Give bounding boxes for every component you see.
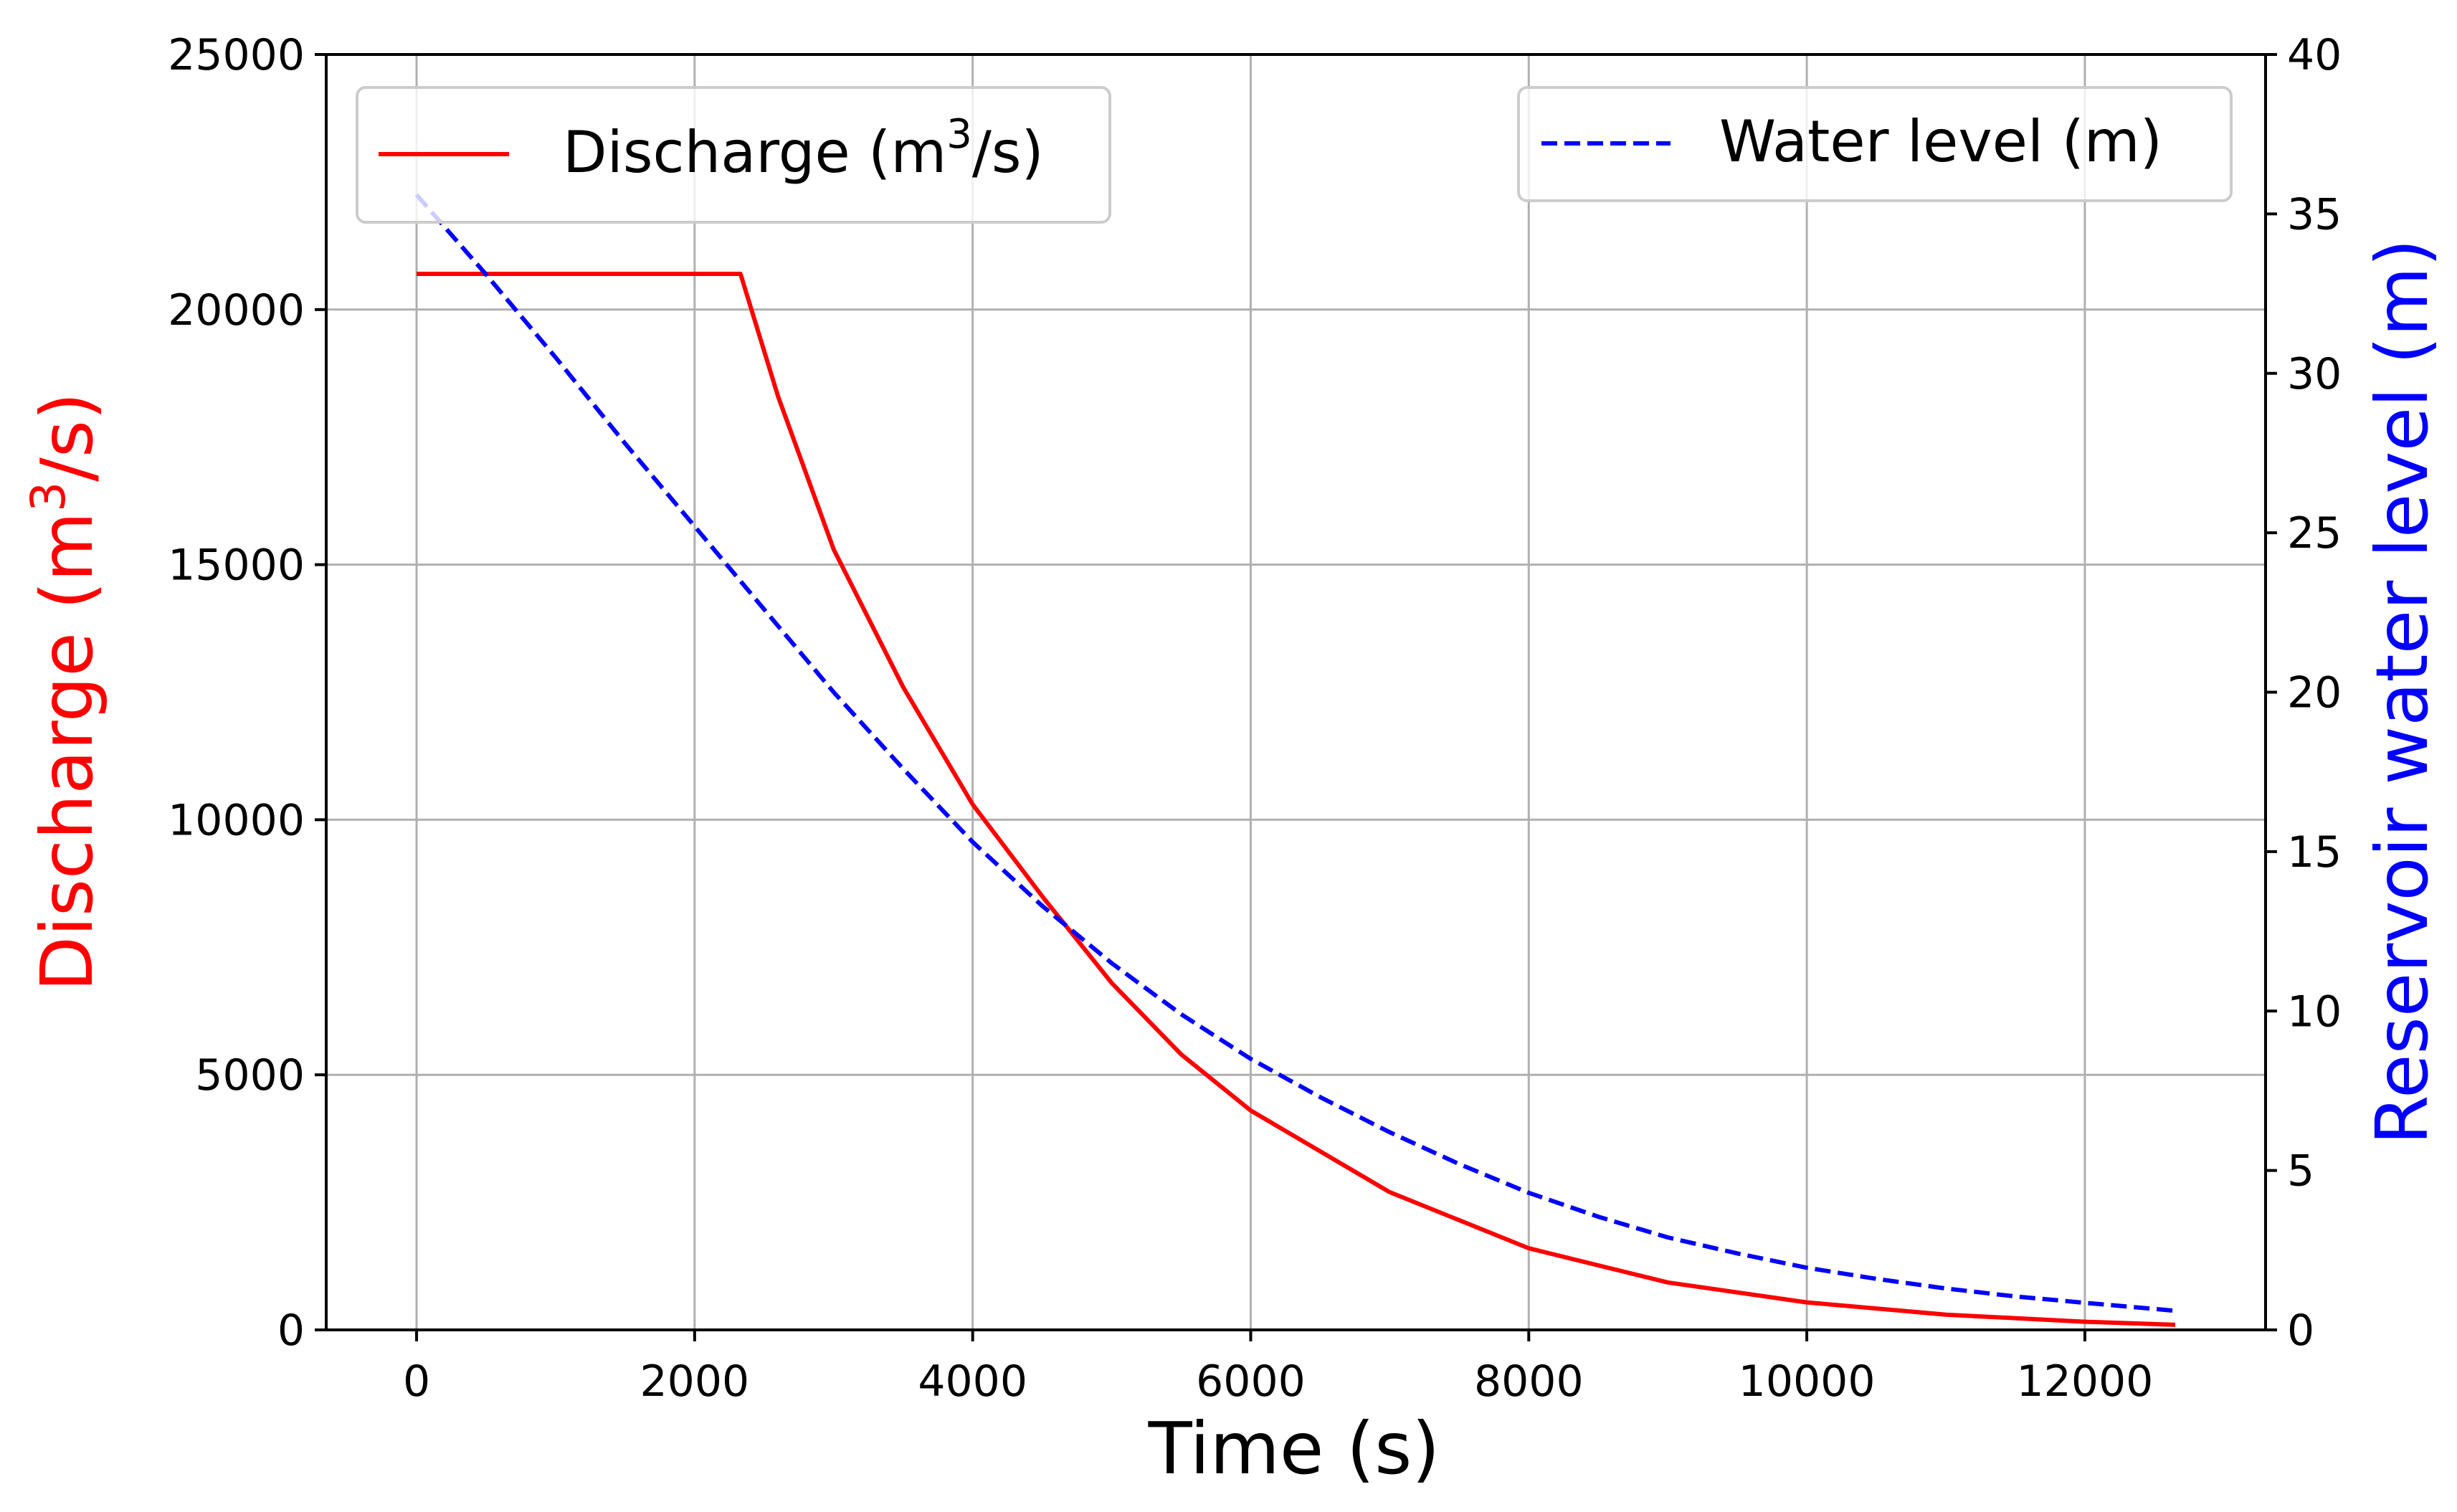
x-axis: 0 2000 4000 6000 8000 10000 12000 [403, 1330, 2153, 1407]
series-line-discharge [417, 272, 2176, 1327]
y-axis-left-title-suffix: /s) [25, 392, 109, 482]
x-tick-label: 8000 [1474, 1356, 1584, 1407]
y-axis-right-title: Reservoir water level (m) [2360, 239, 2444, 1145]
y-left-tick-label: 10000 [168, 795, 305, 845]
legend-water-level-label: Water level (m) [1719, 108, 2162, 175]
series-line-water-level [414, 193, 2176, 1313]
y-right-tick-label: 15 [2287, 827, 2342, 878]
x-tick-label: 6000 [1196, 1356, 1306, 1407]
y-left-tick-label: 25000 [168, 30, 305, 80]
y-right-tick-label: 40 [2287, 30, 2342, 80]
y-axis-left-title-main: Discharge (m [25, 512, 109, 992]
series-group [414, 193, 2176, 1327]
y-right-tick-label: 0 [2287, 1306, 2314, 1356]
y-right-tick-label: 5 [2287, 1146, 2314, 1197]
y-axis-left: 0 5000 10000 15000 20000 25000 [168, 30, 326, 1356]
y-left-tick-label: 0 [277, 1306, 305, 1356]
y-right-tick-label: 30 [2287, 349, 2342, 399]
legend-discharge-suffix: /s) [972, 119, 1044, 186]
x-tick-label: 0 [403, 1356, 430, 1407]
legend-discharge-sup: 3 [946, 111, 972, 158]
y-right-tick-label: 20 [2287, 668, 2342, 718]
y-axis-left-title: Discharge (m3/s) [21, 392, 109, 992]
x-tick-label: 2000 [640, 1356, 750, 1407]
y-right-tick-label: 25 [2287, 508, 2342, 558]
legend-water-level: Water level (m) [1517, 86, 2233, 202]
y-left-tick-label: 15000 [168, 541, 305, 591]
x-tick-label: 4000 [918, 1356, 1027, 1407]
legend-discharge-text: Discharge (m [563, 119, 946, 186]
y-right-tick-label: 10 [2287, 986, 2342, 1037]
x-axis-title: Time (s) [1148, 1407, 1440, 1490]
y-left-tick-label: 5000 [195, 1050, 305, 1100]
legend-discharge: Discharge (m3/s) [356, 86, 1111, 224]
legend-discharge-label: Discharge (m3/s) [563, 111, 1044, 186]
x-tick-label: 12000 [2016, 1356, 2153, 1407]
y-axis-left-title-sup: 3 [21, 482, 76, 512]
x-tick-label: 10000 [1739, 1356, 1876, 1407]
y-axis-right: 0 5 10 15 20 25 30 35 40 [2266, 30, 2342, 1356]
legend-water-level-box [1517, 86, 2233, 202]
y-left-tick-label: 20000 [168, 285, 305, 336]
legend-discharge-box [356, 86, 1111, 224]
y-right-tick-label: 35 [2287, 189, 2342, 239]
